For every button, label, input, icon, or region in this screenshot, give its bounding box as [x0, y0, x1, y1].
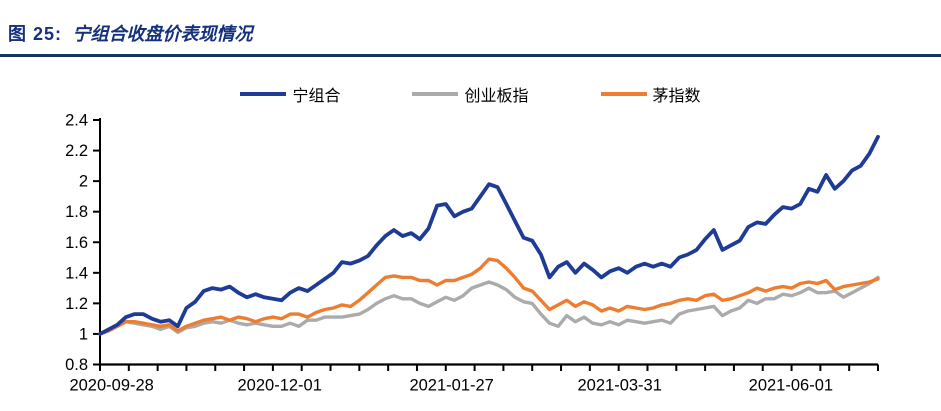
- legend-line-swatch: [600, 92, 647, 96]
- x-axis-label: 2020-09-28: [69, 377, 153, 395]
- legend-label: 创业板指: [464, 88, 529, 105]
- series-line-0: [98, 134, 880, 336]
- x-axis-label: 2020-12-01: [238, 377, 322, 395]
- legend-item-chinext: 创业板指: [412, 82, 529, 106]
- series-line-1: [98, 275, 880, 336]
- x-axis-label: 2021-06-01: [749, 377, 833, 395]
- figure-number-label: 图 25:: [8, 24, 63, 44]
- y-axis-label: 0.8: [65, 356, 88, 374]
- title-divider: [0, 54, 941, 57]
- figure-header: 图 25: 宁组合收盘价表现情况: [8, 20, 252, 46]
- x-axis-label: 2021-03-31: [578, 377, 662, 395]
- legend-label: 茅指数: [652, 88, 701, 105]
- y-axis-label: 2: [79, 173, 88, 191]
- chart-legend: 宁组合 创业板指 茅指数: [0, 82, 941, 106]
- y-axis-label: 1.2: [65, 295, 88, 313]
- legend-item-ningzuhe: 宁组合: [240, 82, 340, 106]
- y-axis-label: 2.4: [65, 112, 88, 130]
- series-line-2: [98, 257, 880, 336]
- legend-label: 宁组合: [292, 88, 341, 105]
- legend-line-swatch: [412, 92, 459, 96]
- y-axis-label: 1: [79, 325, 88, 343]
- y-axis-label: 1.6: [65, 234, 88, 252]
- legend-item-maoindex: 茅指数: [600, 82, 701, 106]
- x-axis-label: 2021-01-27: [409, 377, 493, 395]
- y-axis-label: 1.8: [65, 203, 88, 221]
- figure-title: 宁组合收盘价表现情况: [72, 24, 253, 44]
- y-axis-label: 1.4: [65, 264, 88, 282]
- y-axis-label: 2.2: [65, 142, 88, 160]
- legend-line-swatch: [240, 92, 287, 96]
